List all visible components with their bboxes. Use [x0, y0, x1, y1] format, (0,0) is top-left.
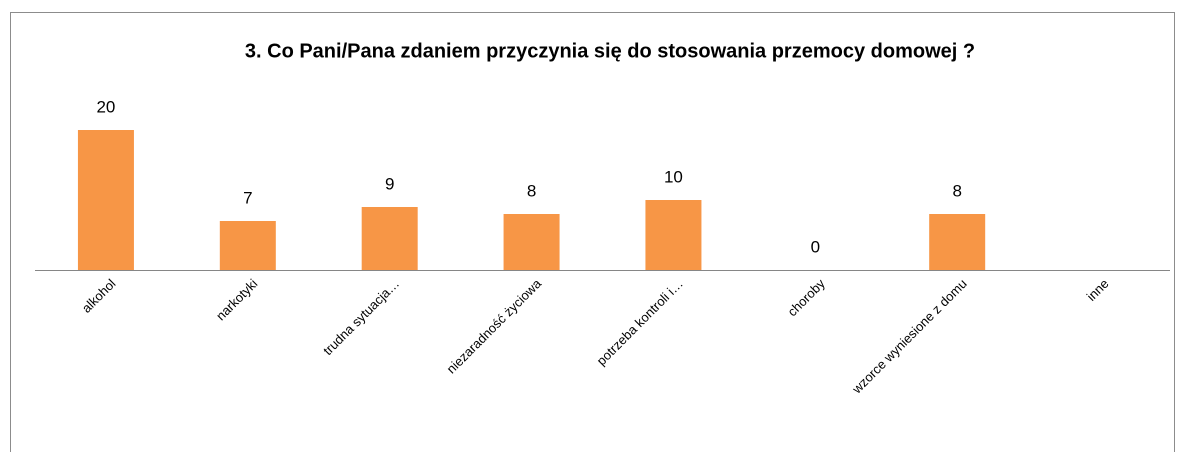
- chart-border: [10, 12, 1175, 457]
- bar: [361, 207, 418, 270]
- data-label: 10: [664, 167, 683, 186]
- bar: [77, 130, 134, 270]
- bar: [929, 214, 986, 270]
- bar: [503, 214, 560, 270]
- data-label: 9: [385, 174, 394, 193]
- data-label: 0: [811, 237, 820, 256]
- data-label: 8: [527, 181, 536, 200]
- chart-title: 3. Co Pani/Pana zdaniem przyczynia się d…: [245, 40, 975, 62]
- data-label: 20: [96, 97, 115, 116]
- bar: [645, 200, 702, 270]
- data-label: 8: [952, 181, 961, 200]
- bar: [219, 221, 276, 270]
- data-label: 7: [243, 188, 252, 207]
